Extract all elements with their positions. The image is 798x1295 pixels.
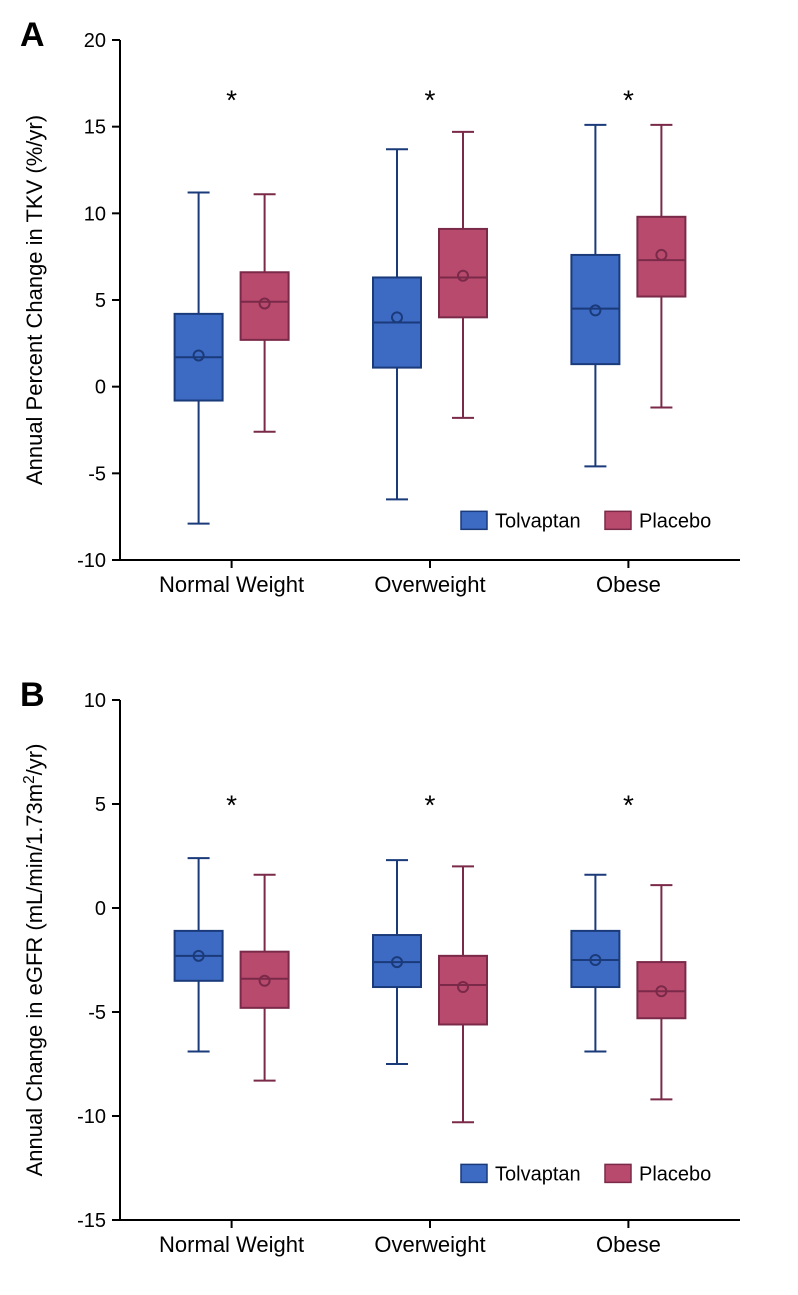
legend-swatch-placebo <box>605 1164 631 1182</box>
y-axis-label: Annual Percent Change in TKV (%/yr) <box>22 115 47 485</box>
legend-swatch-placebo <box>605 511 631 529</box>
y-tick-label: -5 <box>88 463 106 485</box>
y-tick-label: -10 <box>77 550 106 572</box>
legend: Tolvaptan Placebo <box>461 510 711 532</box>
y-tick-label: -10 <box>77 1106 106 1128</box>
y-tick-label: 0 <box>95 898 106 920</box>
significance-star: * <box>623 84 634 115</box>
panel-label: A <box>20 16 45 54</box>
y-tick-label: 15 <box>84 117 106 139</box>
category-label: Normal Weight <box>159 1232 304 1257</box>
significance-star: * <box>425 84 436 115</box>
panel-A: A -10 -5 0 5 10 15 20 Annual Percent Change in T… <box>20 16 740 597</box>
y-tick-label: 0 <box>95 377 106 399</box>
legend-label-placebo: Placebo <box>639 510 711 532</box>
legend-swatch-tolvaptan <box>461 511 487 529</box>
box-group <box>175 193 289 524</box>
y-tick-label: 10 <box>84 690 106 712</box>
significance-star: * <box>226 789 237 820</box>
category-label: Overweight <box>374 572 485 597</box>
legend-label-tolvaptan: Tolvaptan <box>495 1163 581 1185</box>
panel-B: B -15 -10 -5 0 5 10 Annual Change in eGFR (mL/m… <box>20 676 740 1257</box>
category-label: Normal Weight <box>159 572 304 597</box>
y-tick-label: -5 <box>88 1002 106 1024</box>
y-tick-label: 5 <box>95 290 106 312</box>
category-label: Obese <box>596 1232 661 1257</box>
y-axis-label: Annual Change in eGFR (mL/min/1.73m2/yr) <box>21 744 48 1177</box>
significance-star: * <box>226 84 237 115</box>
legend-label-placebo: Placebo <box>639 1163 711 1185</box>
box-group <box>373 860 487 1122</box>
category-label: Obese <box>596 572 661 597</box>
y-tick-label: 5 <box>95 794 106 816</box>
significance-star: * <box>425 789 436 820</box>
y-tick-label: 20 <box>84 30 106 52</box>
legend-swatch-tolvaptan <box>461 1164 487 1182</box>
figure-container: A -10 -5 0 5 10 15 20 Annual Percent Change in T… <box>0 0 798 1295</box>
legend-label-tolvaptan: Tolvaptan <box>495 510 581 532</box>
y-tick-label: -15 <box>77 1210 106 1232</box>
panel-label: B <box>20 676 45 714</box>
box-group <box>373 132 487 499</box>
legend: Tolvaptan Placebo <box>461 1163 711 1185</box>
category-label: Overweight <box>374 1232 485 1257</box>
box-group <box>571 125 685 466</box>
box-group <box>571 875 685 1100</box>
figure-svg: A -10 -5 0 5 10 15 20 Annual Percent Change in T… <box>0 0 798 1295</box>
box-group <box>175 858 289 1081</box>
y-tick-label: 10 <box>84 203 106 225</box>
significance-star: * <box>623 789 634 820</box>
